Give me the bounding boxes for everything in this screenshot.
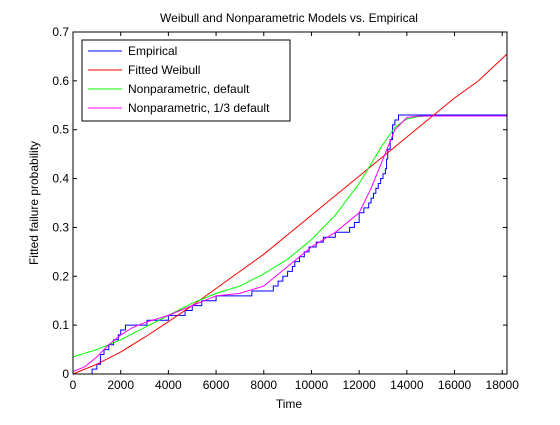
legend: Empirical Fitted Weibull Nonparametric, de… bbox=[81, 39, 291, 122]
series-line-2 bbox=[72, 53, 508, 375]
x-tick-label: 6000 bbox=[203, 378, 230, 392]
y-tick-label: 0.4 bbox=[52, 172, 69, 186]
x-tick-label: 2000 bbox=[107, 378, 134, 392]
series-line-3 bbox=[72, 115, 507, 358]
x-tick-label: 16000 bbox=[438, 378, 472, 392]
y-tick-label: 0 bbox=[62, 367, 69, 381]
chart-title: Weibull and Nonparametric Models vs. Emp… bbox=[160, 11, 418, 25]
series-line-4 bbox=[72, 115, 507, 373]
x-tick-label: 12000 bbox=[342, 378, 376, 392]
y-tick-label: 0.5 bbox=[52, 123, 69, 137]
x-axis-label: Time bbox=[276, 397, 303, 411]
y-axis-label: Fitted failure probability bbox=[27, 141, 41, 265]
x-tick-label: 10000 bbox=[295, 378, 329, 392]
y-tick-label: 0.1 bbox=[52, 318, 69, 332]
series-line-1 bbox=[73, 114, 507, 375]
y-tick-label: 0.6 bbox=[52, 74, 69, 88]
x-tick-label: 14000 bbox=[390, 378, 424, 392]
legend-entry: Fitted Weibull bbox=[128, 63, 200, 77]
ticks-group: 0 2000 4000 6000 8000 10000 12000 14000 16000 180… bbox=[52, 25, 519, 392]
series-group bbox=[72, 53, 508, 375]
legend-entry: Empirical bbox=[128, 44, 177, 58]
y-tick-label: 0.2 bbox=[52, 269, 69, 283]
legend-entry: Nonparametric, default bbox=[128, 82, 250, 96]
x-tick-label: 18000 bbox=[486, 378, 520, 392]
plot-frame bbox=[72, 31, 508, 375]
x-tick-label: 8000 bbox=[250, 378, 277, 392]
legend-entry: Nonparametric, 1/3 default bbox=[128, 101, 270, 115]
y-tick-label: 0.3 bbox=[52, 220, 69, 234]
x-tick-label: 4000 bbox=[155, 378, 182, 392]
x-tick-label: 0 bbox=[70, 378, 77, 392]
y-tick-label: 0.7 bbox=[52, 25, 69, 39]
